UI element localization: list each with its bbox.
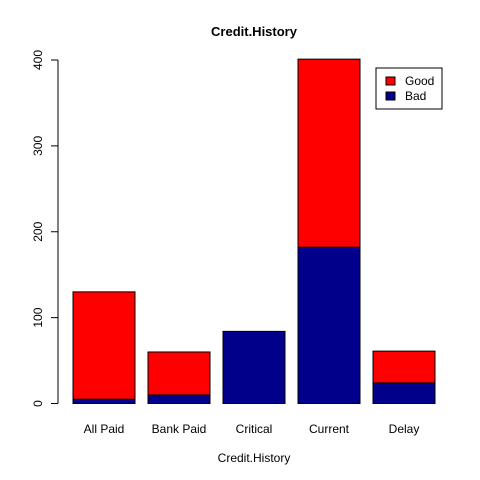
- x-tick-label: Current: [309, 422, 350, 436]
- legend-label-bad: Bad: [405, 89, 426, 103]
- legend-swatch-bad: [385, 91, 396, 101]
- bar-delay-bad: [372, 382, 436, 405]
- bar-current-good: [297, 58, 361, 248]
- x-tick-label: Critical: [236, 422, 273, 436]
- bar-bank-paid-bad: [147, 394, 211, 405]
- y-tick-label: 0: [31, 400, 45, 407]
- bars-layer: [72, 58, 436, 405]
- x-tick-label: Bank Paid: [152, 422, 207, 436]
- bar-all-paid-bad: [72, 398, 136, 404]
- bar-delay-good: [372, 350, 436, 384]
- y-tick-label: 100: [31, 307, 45, 327]
- bar-critical-bad: [222, 330, 286, 404]
- chart-title: Credit.History: [211, 24, 298, 39]
- legend-box: [375, 67, 443, 110]
- bar-all-paid-good: [72, 291, 136, 400]
- x-tick-labels: All Paid Bank Paid Critical Current Delay: [84, 422, 420, 436]
- x-tick-label: Delay: [389, 422, 420, 436]
- bar-bank-paid-good: [147, 351, 211, 396]
- bar-current-bad: [297, 246, 361, 404]
- x-axis-title: Credit.History: [218, 451, 291, 465]
- y-tick-label: 200: [31, 221, 45, 241]
- y-axis: 0 100 200 300 400: [31, 50, 59, 407]
- x-tick-label: All Paid: [84, 422, 125, 436]
- y-tick-label: 400: [31, 50, 45, 70]
- y-tick-label: 300: [31, 136, 45, 156]
- legend-swatch-good: [385, 76, 396, 86]
- legend-label-good: Good: [405, 74, 434, 88]
